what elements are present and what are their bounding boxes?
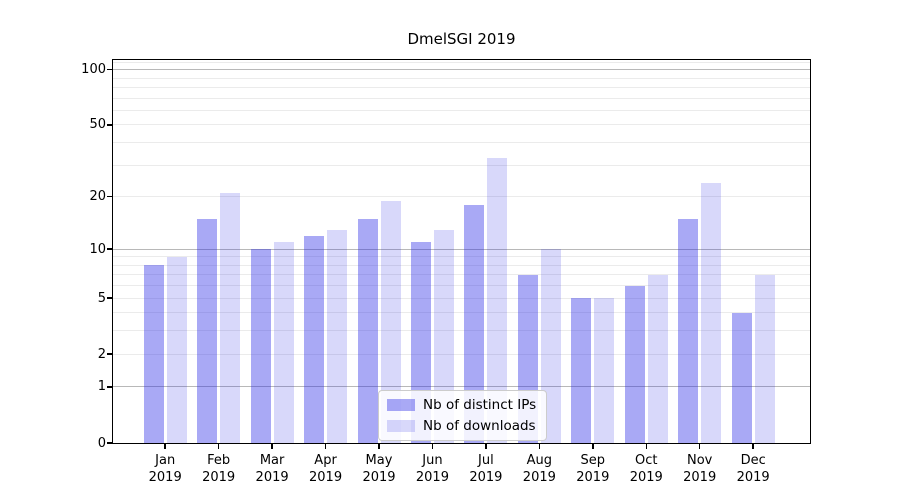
- gridline-major: [113, 69, 810, 71]
- y-tick-label: 2: [97, 346, 106, 362]
- x-tick-mark: [431, 444, 434, 449]
- x-tick-mark: [485, 444, 487, 449]
- gridline-minor: [113, 97, 810, 99]
- x-tick-label-dec: Dec 2019: [736, 453, 770, 485]
- gridline-minor: [113, 164, 810, 166]
- x-tick-mark: [164, 444, 166, 449]
- bar-ips-jan: [143, 265, 164, 443]
- legend: Nb of distinct IPs Nb of downloads: [378, 390, 548, 441]
- gridline-minor: [113, 142, 810, 144]
- x-tick-mark: [645, 444, 647, 449]
- legend-label: Nb of downloads: [423, 418, 536, 434]
- x-tick-mark: [698, 444, 701, 449]
- bar-downloads-sep: [594, 298, 615, 443]
- gridline-minor: [113, 353, 810, 355]
- bar-downloads-jan: [166, 256, 187, 443]
- y-tick-mark: [107, 353, 112, 355]
- gridline-minor: [113, 297, 810, 299]
- y-tick-mark: [107, 297, 112, 299]
- legend-swatch-icon: [387, 420, 415, 432]
- bar-ips-may: [357, 218, 378, 443]
- legend-swatch-icon: [387, 399, 415, 411]
- bar-ips-dec: [731, 312, 752, 443]
- gridline-minor: [113, 330, 810, 332]
- bar-ips-jul: [464, 204, 485, 443]
- gridline-minor: [113, 312, 810, 314]
- x-tick-mark: [538, 444, 541, 449]
- gridline-minor: [113, 87, 810, 89]
- bar-downloads-mar: [273, 242, 294, 443]
- x-tick-label-mar: Mar 2019: [255, 453, 289, 485]
- y-tick-mark: [107, 68, 112, 71]
- gridline-minor: [113, 61, 810, 63]
- y-tick-label: 1: [97, 379, 106, 395]
- gridline-major: [113, 386, 810, 388]
- x-tick-label-may: May 2019: [362, 453, 396, 485]
- bar-ips-sep: [571, 298, 592, 443]
- bar-downloads-oct: [647, 274, 668, 443]
- y-tick-mark: [107, 248, 112, 250]
- bar-downloads-nov: [701, 182, 722, 443]
- x-tick-label-jun: Jun 2019: [415, 453, 449, 485]
- y-tick-label: 5: [97, 290, 106, 306]
- bar-downloads-jun: [433, 229, 454, 443]
- legend-label: Nb of distinct IPs: [423, 397, 537, 413]
- gridline-minor: [113, 274, 810, 276]
- x-tick-mark: [378, 444, 380, 449]
- x-tick-label-feb: Feb 2019: [202, 453, 236, 485]
- x-tick-label-oct: Oct 2019: [629, 453, 663, 485]
- x-tick-mark: [752, 444, 754, 449]
- gridline-minor: [113, 256, 810, 258]
- plot-area: [113, 60, 810, 443]
- x-tick-label-aug: Aug 2019: [522, 453, 556, 485]
- legend-entry-ips: Nb of distinct IPs: [387, 397, 536, 413]
- bar-ips-mar: [250, 249, 271, 443]
- bar-ips-feb: [197, 218, 218, 443]
- y-tick-mark: [107, 195, 112, 198]
- gridline-minor: [113, 285, 810, 287]
- x-tick-label-jul: Jul 2019: [469, 453, 503, 485]
- bar-ips-oct: [624, 285, 645, 443]
- gridline-minor: [113, 264, 810, 266]
- x-tick-mark: [217, 444, 220, 449]
- bar-downloads-dec: [754, 274, 775, 443]
- legend-entry-downloads: Nb of downloads: [387, 418, 536, 434]
- gridline-minor: [113, 124, 810, 126]
- x-tick-mark: [271, 444, 273, 449]
- bar-downloads-jul: [487, 157, 508, 443]
- x-tick-label-jan: Jan 2019: [148, 453, 182, 485]
- x-tick-label-sep: Sep 2019: [576, 453, 610, 485]
- y-tick-label: 100: [81, 62, 106, 78]
- y-tick-label: 50: [89, 117, 106, 133]
- y-tick-label: 0: [97, 435, 106, 451]
- gridline-minor: [113, 109, 810, 111]
- y-tick-mark: [107, 442, 112, 444]
- bar-ips-apr: [304, 235, 325, 443]
- y-tick-mark: [107, 124, 112, 126]
- y-tick-mark: [107, 386, 112, 388]
- x-tick-mark: [592, 444, 594, 449]
- y-tick-label: 20: [89, 189, 106, 205]
- chart-title: DmelSGI 2019: [407, 30, 516, 48]
- gridline-minor: [113, 196, 810, 198]
- y-tick-label: 10: [89, 241, 106, 257]
- bar-downloads-may: [380, 200, 401, 443]
- bar-downloads-apr: [327, 229, 348, 443]
- gridline-minor: [113, 77, 810, 79]
- bar-ips-nov: [678, 218, 699, 443]
- x-tick-label-apr: Apr 2019: [309, 453, 343, 485]
- x-tick-mark: [324, 444, 327, 449]
- x-tick-label-nov: Nov 2019: [683, 453, 717, 485]
- gridline-major: [113, 248, 810, 250]
- bar-downloads-feb: [220, 192, 241, 443]
